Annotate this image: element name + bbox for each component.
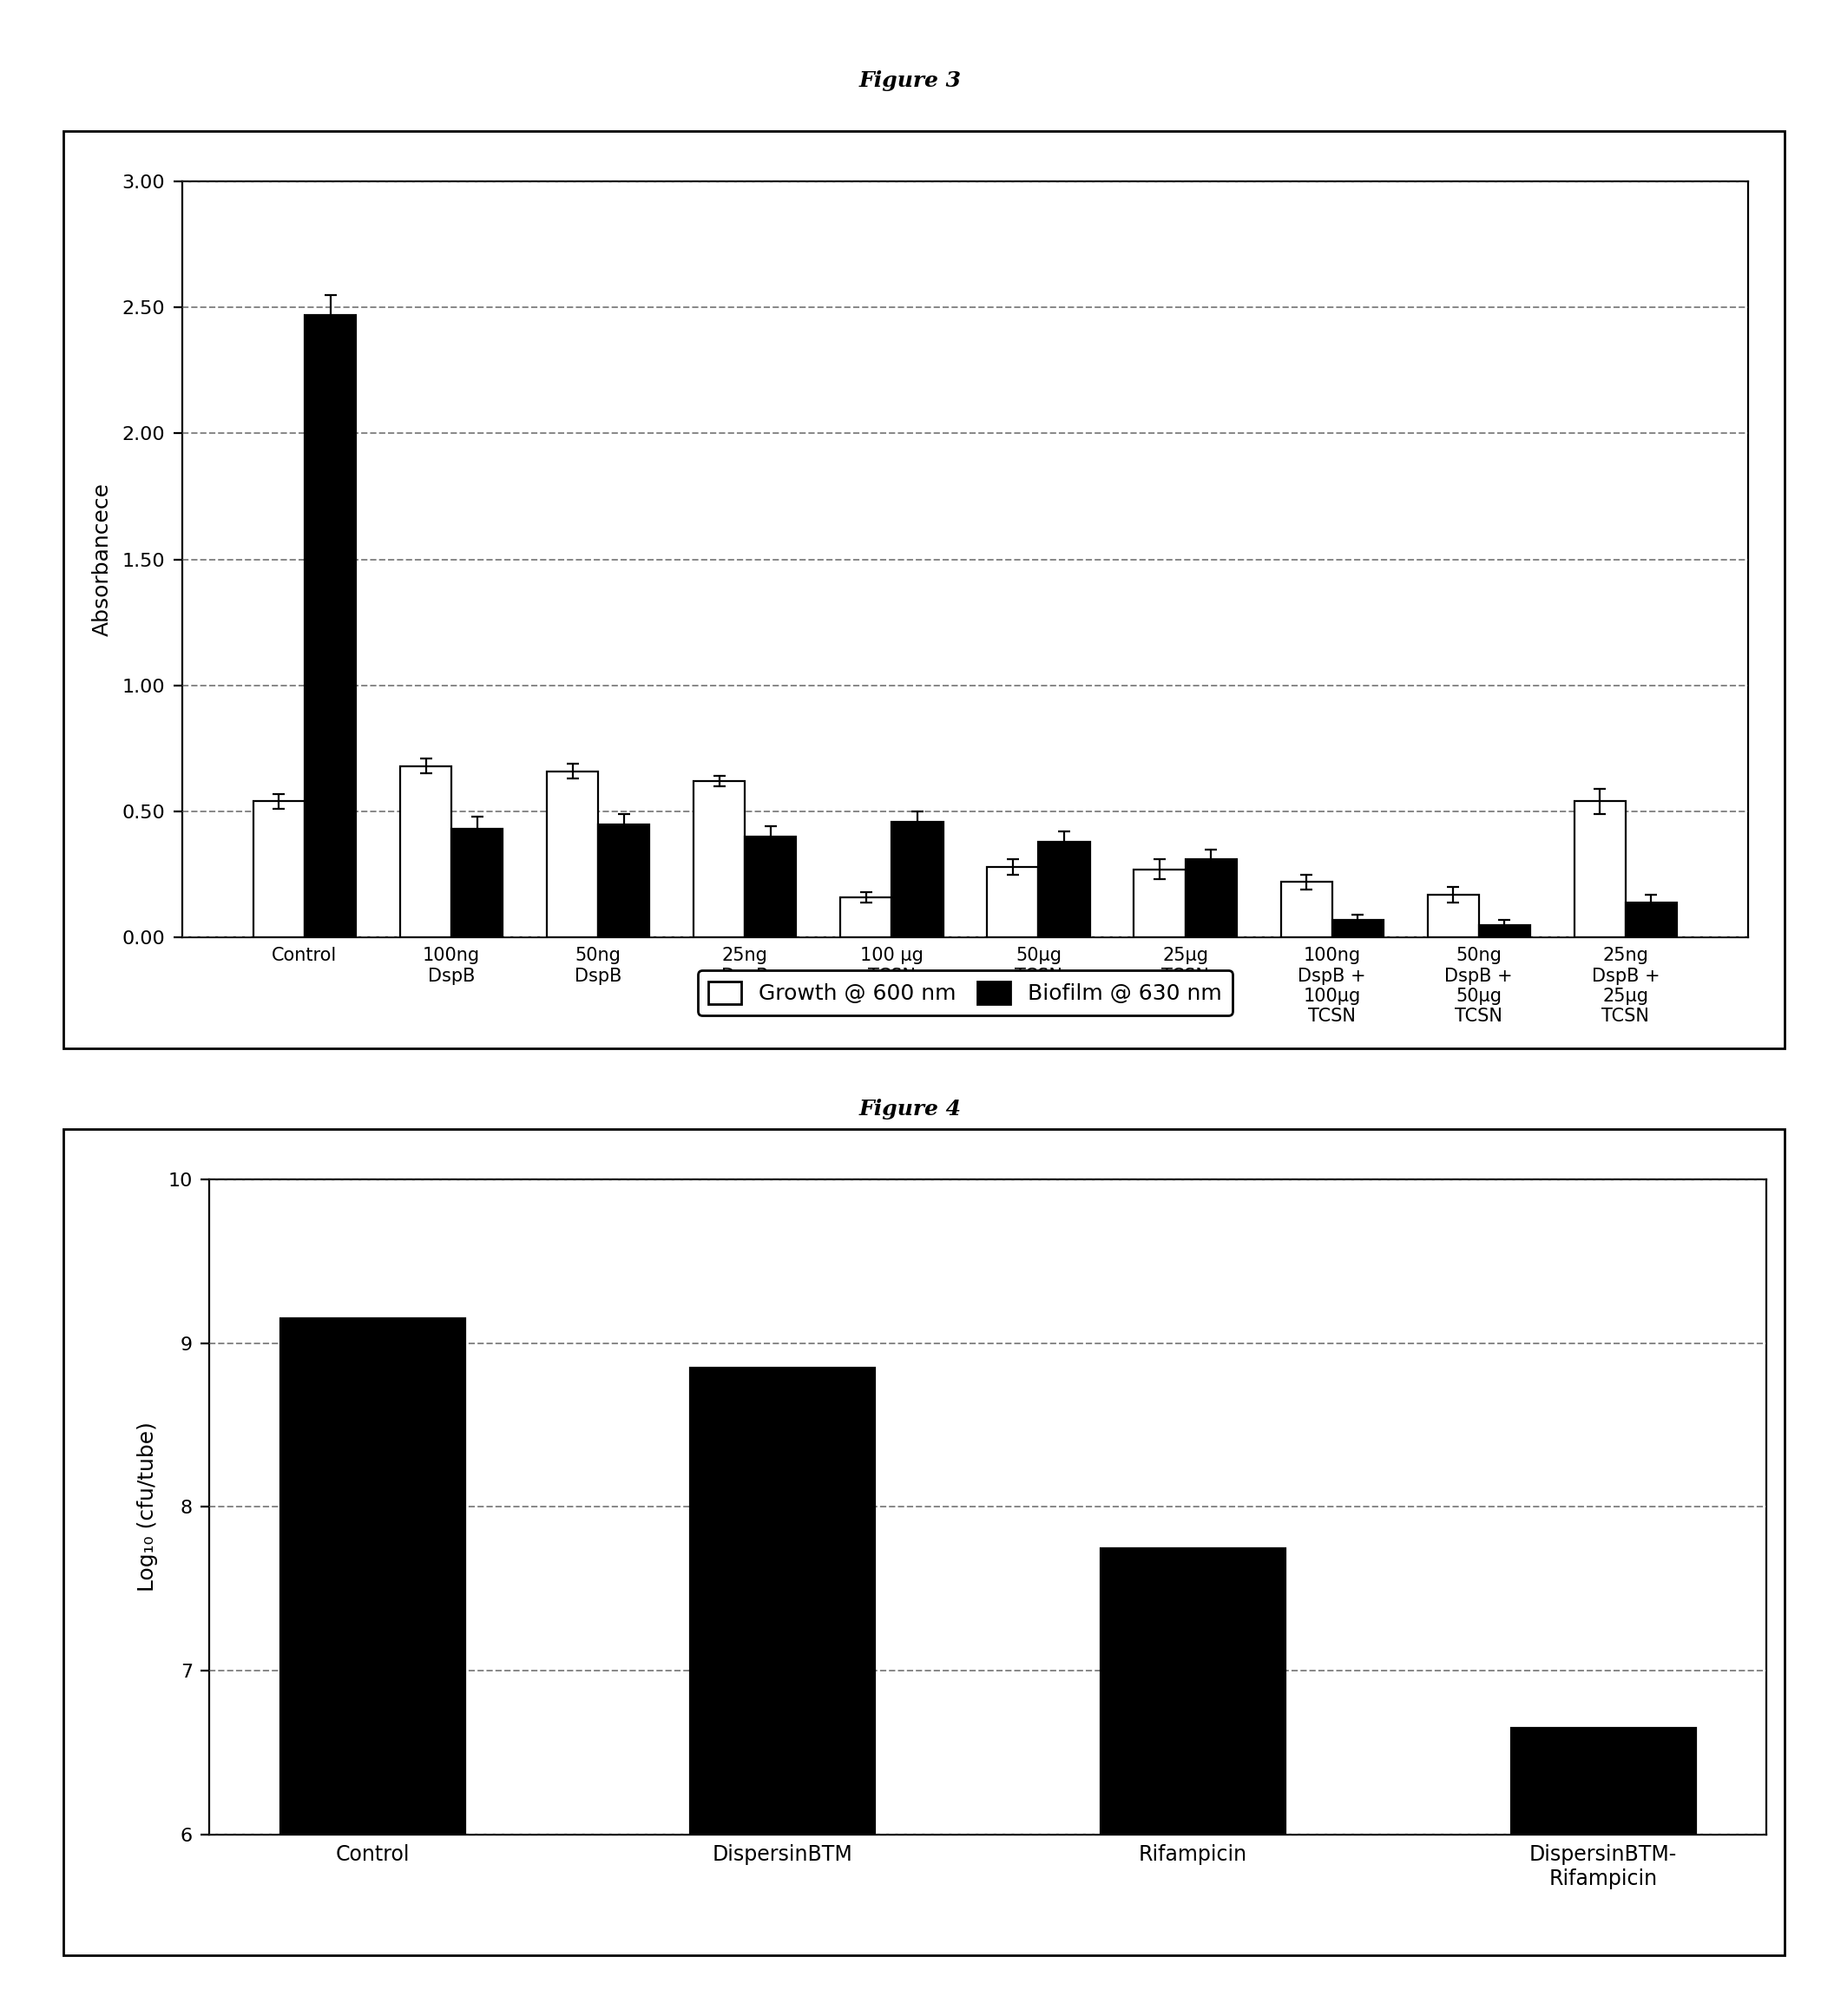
- Bar: [401, 766, 452, 937]
- Bar: [1331, 919, 1384, 937]
- Bar: [280, 1318, 464, 2016]
- Bar: [599, 825, 650, 937]
- Bar: [1428, 895, 1479, 937]
- Bar: [1479, 925, 1530, 937]
- Bar: [1185, 859, 1236, 937]
- Bar: [690, 1367, 876, 2016]
- Bar: [745, 837, 796, 937]
- Bar: [452, 829, 503, 937]
- Bar: [1038, 843, 1091, 937]
- Bar: [839, 897, 892, 937]
- Bar: [304, 314, 357, 937]
- Legend: Growth @ 600 nm, Biofilm @ 630 nm: Growth @ 600 nm, Biofilm @ 630 nm: [697, 970, 1233, 1016]
- Text: Figure 3: Figure 3: [860, 71, 961, 91]
- Bar: [1100, 1548, 1286, 2016]
- Bar: [253, 800, 304, 937]
- Bar: [1573, 800, 1626, 937]
- Bar: [694, 780, 745, 937]
- Text: Figure 4: Figure 4: [860, 1099, 961, 1119]
- Bar: [1280, 883, 1331, 937]
- Y-axis label: Absorbancece: Absorbancece: [91, 482, 113, 637]
- Bar: [987, 867, 1038, 937]
- Bar: [1626, 903, 1677, 937]
- Bar: [546, 770, 599, 937]
- Bar: [1134, 869, 1185, 937]
- Bar: [1511, 1728, 1695, 2016]
- Y-axis label: Log₁₀ (cfu/tube): Log₁₀ (cfu/tube): [137, 1421, 158, 1593]
- Bar: [892, 823, 943, 937]
